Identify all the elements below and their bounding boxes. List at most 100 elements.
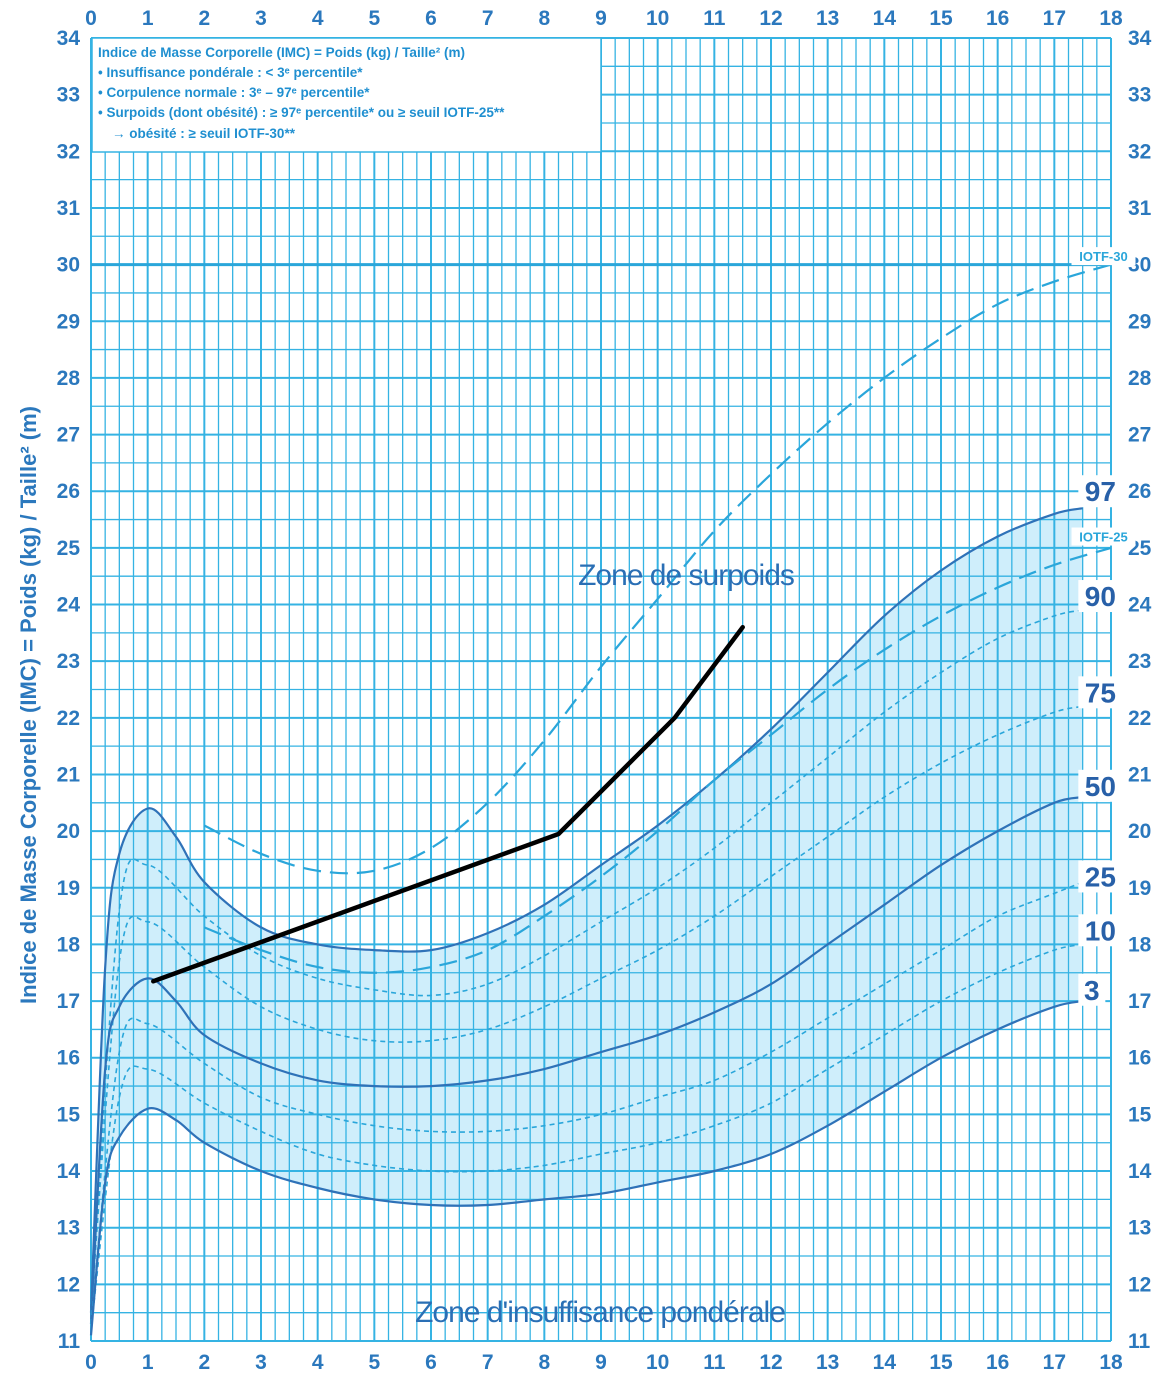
x-tick-label-top: 16 bbox=[986, 7, 1009, 30]
x-tick-label-top: 17 bbox=[1043, 7, 1066, 30]
x-tick-label-top: 2 bbox=[198, 7, 210, 30]
x-tick-label-top: 13 bbox=[816, 7, 839, 30]
x-tick-label-bottom: 5 bbox=[368, 1351, 380, 1374]
x-tick-label-bottom: 13 bbox=[816, 1351, 839, 1374]
label-bg-iotf-30 bbox=[1071, 247, 1136, 266]
y-tick-label-right: 11 bbox=[1128, 1330, 1151, 1353]
x-tick-label-top: 18 bbox=[1099, 7, 1123, 30]
x-tick-label-bottom: 15 bbox=[929, 1351, 953, 1374]
x-tick-label-top: 14 bbox=[873, 7, 897, 30]
curve-iotf-30 bbox=[203, 263, 1112, 875]
legend-box: Indice de Masse Corporelle (IMC) = Poids… bbox=[91, 37, 602, 153]
x-tick-label-bottom: 3 bbox=[255, 1351, 267, 1374]
legend-line-5: → obésité : ≥ seuil IOTF-30** bbox=[112, 126, 296, 141]
y-tick-label-left: 33 bbox=[57, 84, 80, 107]
y-tick-label-left: 21 bbox=[57, 763, 81, 786]
y-tick-label-left: 24 bbox=[57, 594, 81, 617]
label-bg-97 bbox=[1078, 475, 1123, 508]
x-tick-label-bottom: 14 bbox=[873, 1351, 897, 1374]
x-tick-label-top: 8 bbox=[538, 7, 550, 30]
x-tick-label-top: 1 bbox=[142, 7, 154, 30]
y-tick-label-left: 15 bbox=[57, 1103, 81, 1126]
y-tick-label-right: 21 bbox=[1128, 763, 1152, 786]
y-tick-label-right: 29 bbox=[1128, 310, 1151, 333]
label-bg-90 bbox=[1078, 580, 1123, 613]
x-tick-label-top: 4 bbox=[312, 7, 324, 30]
y-tick-label-left: 11 bbox=[58, 1330, 81, 1353]
y-tick-label-right: 15 bbox=[1128, 1103, 1152, 1126]
y-tick-label-left: 20 bbox=[57, 820, 80, 843]
percentile-label-97: 97 bbox=[1085, 476, 1116, 507]
y-tick-label-right: 12 bbox=[1128, 1273, 1151, 1296]
y-tick-label-left: 14 bbox=[57, 1160, 81, 1183]
y-tick-label-left: 32 bbox=[57, 140, 80, 163]
x-tick-label-bottom: 10 bbox=[646, 1351, 669, 1374]
x-tick-label-top: 0 bbox=[85, 7, 97, 30]
axis-ticks: 0011223344556677889910101111121213131414… bbox=[57, 7, 1152, 1374]
curve-97 bbox=[89, 507, 1083, 1313]
y-tick-label-left: 16 bbox=[57, 1047, 80, 1070]
y-tick-label-right: 22 bbox=[1128, 707, 1151, 730]
y-tick-label-right: 16 bbox=[1128, 1047, 1151, 1070]
y-tick-label-left: 25 bbox=[57, 537, 81, 560]
y-tick-label-left: 12 bbox=[57, 1273, 80, 1296]
y-tick-label-left: 34 bbox=[57, 27, 81, 50]
x-tick-label-top: 15 bbox=[929, 7, 953, 30]
y-tick-label-right: 13 bbox=[1128, 1217, 1151, 1240]
x-tick-label-bottom: 11 bbox=[703, 1351, 726, 1374]
y-tick-label-left: 23 bbox=[57, 650, 80, 673]
x-tick-label-bottom: 17 bbox=[1043, 1351, 1066, 1374]
x-tick-label-bottom: 6 bbox=[425, 1351, 437, 1374]
x-tick-label-bottom: 9 bbox=[595, 1351, 607, 1374]
x-tick-label-top: 6 bbox=[425, 7, 437, 30]
y-tick-label-right: 14 bbox=[1128, 1160, 1152, 1183]
curve-25 bbox=[90, 881, 1083, 1325]
x-tick-label-bottom: 8 bbox=[538, 1351, 550, 1374]
x-tick-label-top: 5 bbox=[368, 7, 380, 30]
x-tick-label-bottom: 7 bbox=[482, 1351, 494, 1374]
legend-line-1: Indice de Masse Corporelle (IMC) = Poids… bbox=[98, 45, 465, 60]
x-tick-label-top: 3 bbox=[255, 7, 267, 30]
y-tick-label-left: 29 bbox=[57, 310, 80, 333]
y-tick-label-left: 22 bbox=[57, 707, 80, 730]
curve-3 bbox=[89, 1000, 1083, 1336]
x-tick-label-bottom: 1 bbox=[142, 1351, 154, 1374]
curve-75 bbox=[90, 705, 1083, 1313]
x-tick-label-bottom: 4 bbox=[312, 1351, 324, 1374]
legend-background bbox=[91, 37, 602, 153]
x-tick-label-top: 11 bbox=[703, 7, 726, 30]
x-tick-label-bottom: 18 bbox=[1099, 1351, 1123, 1374]
label-bg-10 bbox=[1078, 914, 1123, 947]
y-tick-label-left: 18 bbox=[57, 933, 81, 956]
y-tick-label-left: 28 bbox=[57, 367, 81, 390]
y-tick-label-left: 19 bbox=[57, 877, 80, 900]
y-tick-label-right: 24 bbox=[1128, 594, 1152, 617]
curve-10 bbox=[90, 943, 1083, 1330]
x-tick-label-top: 10 bbox=[646, 7, 669, 30]
x-tick-label-top: 12 bbox=[759, 7, 782, 30]
y-tick-label-right: 34 bbox=[1128, 27, 1152, 50]
x-tick-label-bottom: 12 bbox=[759, 1351, 782, 1374]
zone-insuffisance-label: Zone d'insuffisance pondérale bbox=[415, 1296, 785, 1329]
y-tick-label-left: 17 bbox=[57, 990, 80, 1013]
zone-surpoids-label: Zone de surpoids bbox=[578, 559, 794, 592]
y-tick-label-right: 23 bbox=[1128, 650, 1151, 673]
percentile-label-3: 3 bbox=[1084, 975, 1100, 1006]
y-tick-label-right: 26 bbox=[1128, 480, 1151, 503]
label-bg-50 bbox=[1078, 769, 1123, 802]
percentile-label-iotf-25: IOTF-25 bbox=[1079, 530, 1127, 545]
curve-50 bbox=[89, 796, 1083, 1325]
x-tick-label-bottom: 0 bbox=[85, 1351, 97, 1374]
y-tick-label-right: 33 bbox=[1128, 84, 1151, 107]
legend-line-3: • Corpulence normale : 3ᵉ – 97ᵉ percenti… bbox=[98, 85, 370, 100]
percentile-label-90: 90 bbox=[1085, 581, 1116, 612]
y-tick-label-left: 26 bbox=[57, 480, 80, 503]
y-tick-label-right: 20 bbox=[1128, 820, 1151, 843]
y-tick-label-right: 19 bbox=[1128, 877, 1151, 900]
percentile-curves bbox=[89, 263, 1112, 1336]
y-tick-label-right: 18 bbox=[1128, 933, 1152, 956]
legend-line-4: • Surpoids (dont obésité) : ≥ 97ᵉ percen… bbox=[98, 105, 505, 120]
x-tick-label-bottom: 2 bbox=[198, 1351, 210, 1374]
legend-line-2: • Insuffisance pondérale : < 3ᵉ percenti… bbox=[98, 65, 363, 80]
